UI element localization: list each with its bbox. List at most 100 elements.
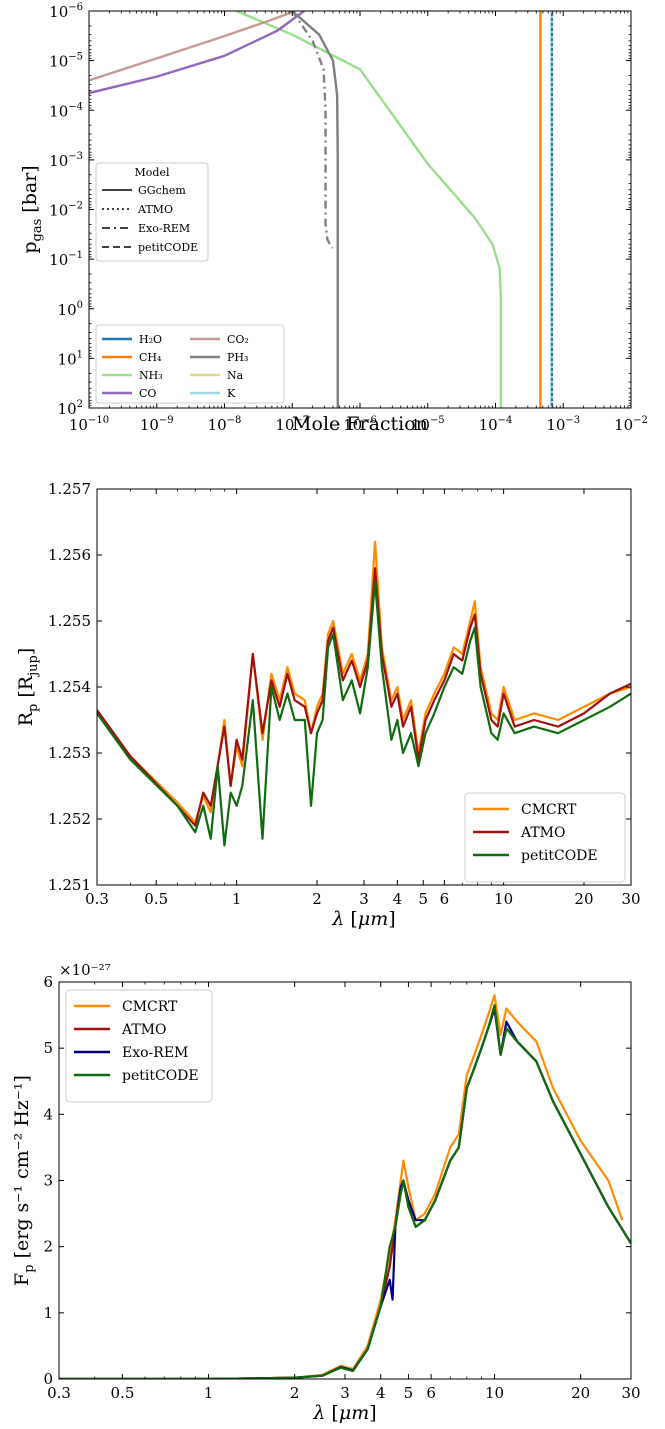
y-tick-label: 101 [58,349,83,368]
transmission-panel: 0.3 0.5 1 2 3 4 5 6 10 20 30 1.251 1.252 1.253 1.254 1.… [15,480,641,930]
legend-species-label: NH₃ [139,369,163,382]
series-line-CO-ggchem [89,11,296,82]
y-tick-label: 10−3 [49,151,83,170]
legend-species-box [95,324,285,404]
x-tick-label: 10−3 [546,415,580,434]
y-tick-label: 1.255 [48,612,91,630]
legend-model-title: Model [135,166,170,179]
x-tick-label: 10 [485,1384,504,1402]
x-tick-label: 2 [312,890,322,908]
y-tick-label: 10−5 [49,52,83,71]
x-tick-label: 20 [574,890,593,908]
x-tick-label: 1 [204,1384,214,1402]
series-line-atmo [97,567,631,827]
series-group [89,11,554,408]
x-tick-label: 10−4 [479,415,513,434]
x-tick-label: 3 [340,1384,350,1402]
legend-label: Exo-REM [122,1045,188,1061]
y-tick-label: 100 [58,300,83,319]
x-tick-label: 10−10 [69,415,109,434]
x-tick-label: 30 [621,1384,640,1402]
y-axis-label: Fp [erg s⁻¹ cm⁻² Hz⁻¹] [11,1075,37,1286]
x-tick-label: 0.3 [47,1384,71,1402]
legend-species: H₂O CH₄ NH₃ CO CO₂ PH₃ Na K [95,324,285,404]
legend-box [464,792,626,883]
legend-species-label: CO [139,387,156,400]
legend-label: petitCODE [122,1068,199,1084]
series-group [59,994,631,1379]
y-tick-label: 3 [43,1172,53,1190]
legend-model-label: Exo-REM [138,222,190,235]
x-tick-label: 6 [440,890,450,908]
legend-model-label: ATMO [137,203,173,216]
y-tick-label: 1.256 [48,546,91,564]
legend: CMCRT ATMO petitCODE [464,792,626,883]
y-tick-label: 5 [43,1039,53,1057]
x-tick-label: 10−7 [275,415,309,434]
y-tick-label: 10−2 [49,201,83,220]
x-tick-label: 0.5 [144,890,168,908]
series-line-cmcrt [97,540,631,824]
legend-model: Model GGchem ATMO Exo-REM petitCODE [95,162,209,262]
legend-model-label: GGchem [138,184,186,197]
series-group [97,540,631,847]
x-tick-label: 4 [376,1384,386,1402]
y-tick-label: 102 [58,399,83,418]
x-tick-label: 2 [290,1384,300,1402]
legend-label: ATMO [121,1022,167,1038]
legend-label: CMCRT [521,802,577,818]
abundance-panel: 10−10 10−9 10−8 10−7 10−6 10−5 10−4 10−3 10−2 10−… [19,2,648,435]
x-tick-label: 10 [494,890,513,908]
x-tick-label: 10−2 [614,415,648,434]
legend-species-label: CO₂ [227,333,249,346]
legend-species-label: K [227,387,236,400]
y-multiplier: ×10⁻²⁷ [59,961,111,979]
x-tick-label: 10−8 [208,415,242,434]
x-tick-label: 10−5 [411,415,445,434]
legend-species-label: H₂O [139,333,162,346]
legend-species-label: PH₃ [227,351,248,364]
x-axis-label: λ [μm] [331,908,395,930]
y-tick-label: 10−4 [49,101,83,120]
legend: CMCRT ATMO Exo-REM petitCODE [65,989,213,1103]
y-axis-label: pgas [bar] [19,165,45,253]
y-tick-label: 1.257 [48,480,91,498]
y-tick-label: 1.254 [48,678,91,696]
legend-model-label: petitCODE [138,241,198,254]
x-tick-label: 0.5 [111,1384,135,1402]
series-line-PH-ggchem [291,11,339,408]
series-line-PH-exo-rem [291,11,334,249]
x-tick-label: 30 [621,890,640,908]
y-tick-label: 0 [43,1370,53,1388]
x-tick-label: 20 [571,1384,590,1402]
legend-label: ATMO [520,825,566,841]
x-tick-label: 5 [418,890,428,908]
y-tick-label: 6 [43,973,53,991]
y-tick-label: 4 [43,1105,53,1123]
y-tick-label: 1 [43,1304,53,1322]
x-tick-label: 1 [232,890,242,908]
legend-species-label: CH₄ [139,351,162,364]
x-axis-label: λ [μm] [312,1402,376,1424]
series-line-petitcode [59,1004,631,1379]
legend-label: petitCODE [521,848,598,864]
y-tick-label: 1.251 [48,876,91,894]
y-tick-label: 10−6 [49,2,83,21]
x-tick-label: 6 [426,1384,436,1402]
x-tick-label: 3 [359,890,369,908]
y-axis-label: Rp [Rjup] [15,648,41,727]
x-tick-label: 10−6 [343,415,377,434]
y-tick-label: 1.253 [48,744,91,762]
legend-model-box [95,162,209,262]
y-tick-label: 1.252 [48,810,91,828]
x-tick-label: 10−9 [140,415,174,434]
legend-label: CMCRT [122,999,178,1015]
legend-species-label: Na [227,369,244,382]
x-tick-label: 4 [393,890,403,908]
y-tick-label: 10−1 [49,250,83,269]
series-line-petitcode [97,580,631,847]
x-tick-label: 5 [404,1384,414,1402]
y-tick-label: 2 [43,1238,53,1256]
